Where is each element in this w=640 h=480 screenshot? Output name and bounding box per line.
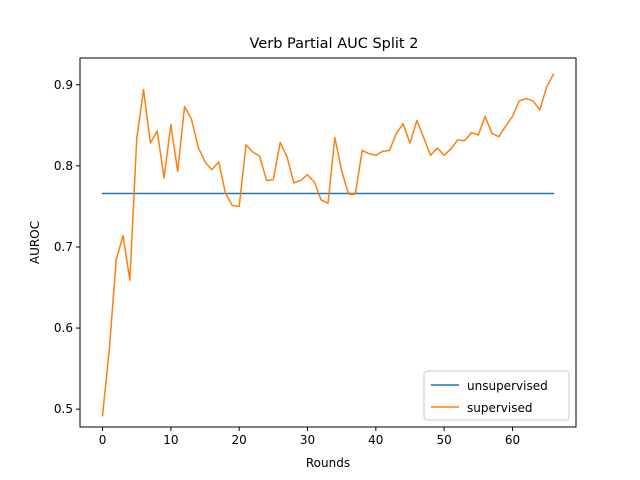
legend-label-supervised: supervised <box>467 401 532 415</box>
chart-title: Verb Partial AUC Split 2 <box>250 36 419 52</box>
y-tick-label: 0.9 <box>54 78 73 92</box>
y-axis-ticks: 0.5 0.6 0.7 0.8 0.9 <box>54 78 80 416</box>
y-tick-label: 0.7 <box>54 240 73 254</box>
legend-box <box>423 370 570 421</box>
legend-label-unsupervised: unsupervised <box>467 379 548 393</box>
x-tick-label: 40 <box>368 433 383 447</box>
plot-area-frame <box>79 57 577 428</box>
x-tick-label: 60 <box>505 433 520 447</box>
y-tick-label: 0.5 <box>54 402 73 416</box>
y-axis-label: AUROC <box>28 221 42 264</box>
legend: unsupervised supervised <box>423 370 570 421</box>
plot-lines <box>101 73 555 417</box>
x-tick-label: 50 <box>437 433 452 447</box>
x-axis-ticks: 0 10 20 30 40 50 60 <box>99 427 520 447</box>
x-axis-label: Rounds <box>306 456 350 470</box>
x-tick-label: 20 <box>232 433 247 447</box>
x-tick-label: 30 <box>300 433 315 447</box>
series-line-supervised <box>101 73 555 417</box>
y-tick-label: 0.6 <box>54 321 73 335</box>
y-tick-label: 0.8 <box>54 159 73 173</box>
x-tick-label: 0 <box>99 433 107 447</box>
x-tick-label: 10 <box>163 433 178 447</box>
